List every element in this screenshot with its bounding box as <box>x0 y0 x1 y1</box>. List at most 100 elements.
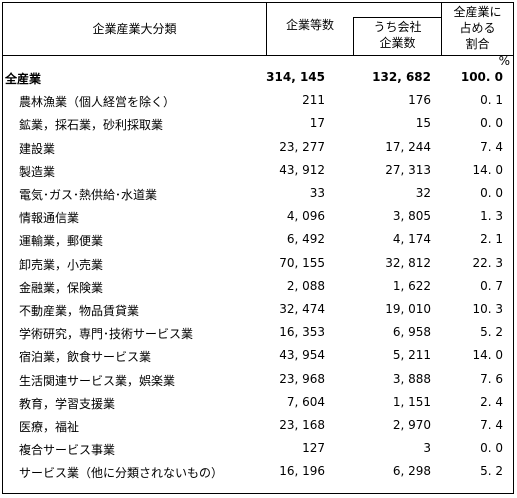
company-count: 15 <box>415 116 431 131</box>
enterprise-count: 7, 604 <box>286 394 325 409</box>
industry-name: 電気･ガス･熱供給･水道業 <box>19 188 158 202</box>
header-companies-line2: 企業数 <box>379 36 416 50</box>
industry-name: 建設業 <box>19 141 56 156</box>
header-companies-line1: うち会社 <box>373 20 422 34</box>
share-percent: 2. 1 <box>480 232 503 247</box>
share-percent: 7. 6 <box>480 371 503 386</box>
header-share-line3: 割合 <box>465 37 490 51</box>
enterprise-count: 6, 492 <box>286 232 325 247</box>
company-count: 17, 244 <box>385 139 431 154</box>
industry-name: 運輸業，郵便業 <box>19 234 104 249</box>
company-count: 19, 010 <box>385 302 431 316</box>
industry-name: サービス業（他に分類されないもの） <box>19 466 224 481</box>
company-count: 6, 298 <box>392 464 431 479</box>
industry-name: 農林漁業（個人経営を除く） <box>19 95 176 110</box>
table-row: 医療，福祉 23, 168 2, 970 7. 4 <box>3 414 513 437</box>
share-percent: 5. 2 <box>480 325 503 340</box>
share-percent: 2. 4 <box>480 394 503 409</box>
enterprise-count: 70, 155 <box>279 255 325 270</box>
table-row: 電気･ガス･熱供給･水道業 33 32 0. 0 <box>3 182 513 205</box>
share-percent: 0. 1 <box>480 93 503 108</box>
table-row: 運輸業，郵便業 6, 492 4, 174 2. 1 <box>3 228 513 251</box>
share-percent: 7. 4 <box>480 139 503 154</box>
share-percent: 14. 0 <box>472 348 503 363</box>
company-count: 3, 805 <box>392 209 431 224</box>
industry-name: 製造業 <box>19 164 56 179</box>
enterprise-count: 16, 353 <box>279 325 325 340</box>
industry-name: 医療，福祉 <box>19 420 80 434</box>
industry-name: 卸売業，小売業 <box>19 257 104 272</box>
industry-name: 情報通信業 <box>19 211 80 226</box>
table-row: 宿泊業，飲食サービス業 43, 954 5, 211 14. 0 <box>3 344 513 367</box>
header-divider <box>353 17 354 55</box>
table-row: 製造業 43, 912 27, 313 14. 0 <box>3 159 513 182</box>
table-row: 不動産業，物品賃貸業 32, 474 19, 010 10. 3 <box>3 298 513 321</box>
header-share-line1: 全産業に <box>453 5 502 19</box>
company-count: 32, 812 <box>385 255 431 270</box>
share-percent: 5. 2 <box>480 464 503 479</box>
industry-name: 生活関連サービス業，娯楽業 <box>19 373 176 388</box>
company-count: 2, 970 <box>392 418 431 432</box>
company-count: 27, 313 <box>385 162 431 177</box>
industry-table: 企業産業大分類 企業等数 うち会社 企業数 全産業に 占める 割合 % 全産業 3… <box>2 2 514 494</box>
table-row: 鉱業，採石業，砂利採取業 17 15 0. 0 <box>3 112 513 135</box>
industry-name: 全産業 <box>5 72 42 86</box>
company-count: 132, 682 <box>372 70 431 84</box>
share-percent: 0. 0 <box>480 186 503 200</box>
share-percent: 0. 7 <box>480 278 503 293</box>
enterprise-count: 33 <box>309 186 325 200</box>
table-row: 複合サービス事業 127 3 0. 0 <box>3 437 513 460</box>
enterprise-count: 211 <box>302 93 325 108</box>
enterprise-count: 127 <box>302 441 325 456</box>
share-percent: 0. 0 <box>480 441 503 456</box>
header-share-line2: 占める <box>459 21 496 35</box>
enterprise-count: 2, 088 <box>286 278 325 293</box>
company-count: 6, 958 <box>392 325 431 340</box>
industry-name: 不動産業，物品賃貸業 <box>19 304 140 318</box>
enterprise-count: 23, 277 <box>279 139 325 154</box>
header-category: 企業産業大分類 <box>92 22 177 36</box>
header-bottom-rule <box>3 55 513 56</box>
unit-label: % <box>498 54 510 68</box>
table-row: 学術研究，専門･技術サービス業 16, 353 6, 958 5. 2 <box>3 321 513 344</box>
company-count: 3, 888 <box>392 371 431 386</box>
table-row: 情報通信業 4, 096 3, 805 1. 3 <box>3 205 513 228</box>
industry-name: 学術研究，専門･技術サービス業 <box>19 327 194 342</box>
share-percent: 14. 0 <box>472 162 503 177</box>
table-row: 建設業 23, 277 17, 244 7. 4 <box>3 136 513 159</box>
table-row: 教育，学習支援業 7, 604 1, 151 2. 4 <box>3 391 513 414</box>
company-count: 176 <box>408 93 431 108</box>
share-percent: 22. 3 <box>472 255 503 270</box>
share-percent: 10. 3 <box>472 302 503 316</box>
company-count: 3 <box>423 441 431 456</box>
table-row: 生活関連サービス業，娯楽業 23, 968 3, 888 7. 6 <box>3 368 513 391</box>
company-count: 1, 622 <box>392 278 431 293</box>
industry-name: 宿泊業，飲食サービス業 <box>19 350 152 365</box>
enterprise-count: 16, 196 <box>279 464 325 479</box>
industry-name: 教育，学習支援業 <box>19 396 116 411</box>
table-row: サービス業（他に分類されないもの） 16, 196 6, 298 5. 2 <box>3 460 513 483</box>
share-percent: 100. 0 <box>460 70 503 84</box>
enterprise-count: 23, 168 <box>279 418 325 432</box>
share-percent: 0. 0 <box>480 116 503 131</box>
industry-name: 複合サービス事業 <box>19 443 116 458</box>
share-percent: 7. 4 <box>480 418 503 432</box>
header-divider <box>266 3 267 55</box>
enterprise-count: 314, 145 <box>266 70 325 84</box>
table-row: 金融業，保険業 2, 088 1, 622 0. 7 <box>3 275 513 298</box>
enterprise-count: 4, 096 <box>286 209 325 224</box>
industry-name: 金融業，保険業 <box>19 280 104 295</box>
share-percent: 1. 3 <box>480 209 503 224</box>
enterprise-count: 32, 474 <box>279 302 325 316</box>
enterprise-count: 43, 954 <box>279 348 325 363</box>
enterprise-count: 17 <box>309 116 325 131</box>
enterprise-count: 23, 968 <box>279 371 325 386</box>
header-divider <box>441 3 442 55</box>
enterprise-count: 43, 912 <box>279 162 325 177</box>
industry-name: 鉱業，採石業，砂利採取業 <box>19 118 164 133</box>
company-count: 32 <box>415 186 431 200</box>
table-row: 農林漁業（個人経営を除く） 211 176 0. 1 <box>3 89 513 112</box>
company-count: 4, 174 <box>392 232 431 247</box>
company-count: 1, 151 <box>392 394 431 409</box>
table-row: 卸売業，小売業 70, 155 32, 812 22. 3 <box>3 252 513 275</box>
